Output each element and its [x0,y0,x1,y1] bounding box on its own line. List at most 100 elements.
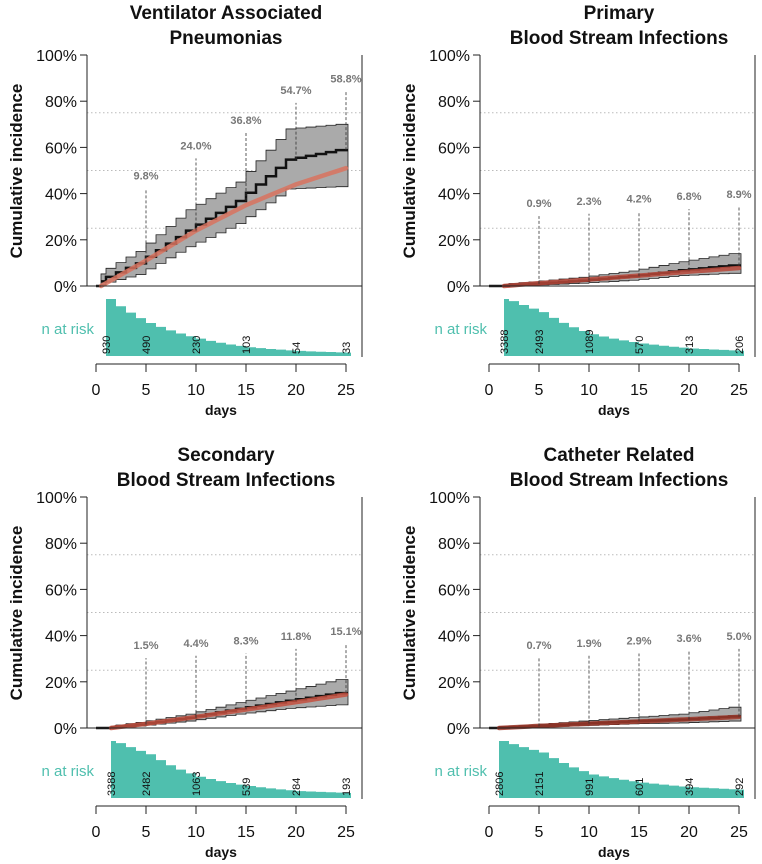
incidence-label: 4.2% [626,193,651,205]
chart-title: Blood Stream Infections [117,470,336,491]
chart-panel: Primary Blood Stream Infections 0% 20% 40% 60… [400,3,756,418]
y-tick-label: 0% [54,279,77,296]
n-at-risk-label: n at risk [41,763,94,780]
y-tick-label: 100% [429,48,470,65]
x-tick-label: 10 [580,382,598,399]
n-at-risk-label: n at risk [434,321,487,338]
y-axis-label: Cumulative incidence [400,84,419,259]
y-tick-label: 80% [438,536,470,553]
y-tick-label: 40% [45,629,77,646]
chart-title: Ventilator Associated [130,3,323,24]
y-axis-label: Cumulative incidence [7,526,26,701]
x-tick-label: 15 [630,824,648,841]
fitted-curve [501,265,742,289]
chart-title: Blood Stream Infections [510,28,729,49]
y-tick-label: 80% [45,536,77,553]
y-tick-label: 40% [438,629,470,646]
y-tick-label: 60% [45,140,77,157]
incidence-label: 0.7% [526,640,551,652]
incidence-label: 5.0% [726,631,751,643]
incidence-label: 0.9% [526,198,551,210]
incidence-label: 24.0% [180,140,211,152]
incidence-label: 15.1% [330,626,361,638]
x-tick-label: 15 [630,382,648,399]
n-at-risk-value: 570 [634,336,646,354]
x-tick-label: 20 [680,382,698,399]
n-at-risk-value: 193 [341,778,353,796]
incidence-label: 2.9% [626,635,651,647]
x-tick-label: 5 [535,382,544,399]
n-at-risk-value: 1063 [191,772,203,796]
risk-histogram [106,299,351,356]
incidence-label: 4.4% [183,638,208,650]
x-tick-label: 10 [187,382,205,399]
y-tick-label: 60% [45,582,77,599]
x-tick-label: 10 [187,824,205,841]
x-tick-label: 5 [142,824,151,841]
incidence-label: 9.8% [133,170,158,182]
n-at-risk-value: 1089 [584,330,596,354]
n-at-risk-value: 991 [584,778,596,796]
y-tick-label: 80% [438,94,470,111]
incidence-label: 3.6% [676,633,701,645]
chart-title: Blood Stream Infections [510,470,729,491]
n-at-risk-value: 230 [191,336,203,354]
n-at-risk-value: 292 [734,778,746,796]
y-tick-label: 0% [447,721,470,738]
incidence-label: 36.8% [230,115,261,127]
y-tick-label: 80% [45,94,77,111]
incidence-label: 11.8% [281,631,312,643]
chart-panel: Ventilator Associated Pneumonias 0% 20% 40% 6… [7,3,363,418]
incidence-label: 8.3% [233,635,258,647]
x-tick-label: 0 [92,382,101,399]
y-tick-label: 100% [36,490,77,507]
y-tick-label: 100% [36,48,77,65]
n-at-risk-value: 2482 [141,772,153,796]
n-at-risk-value: 2806 [494,772,506,796]
y-axis-label: Cumulative incidence [7,84,26,259]
n-at-risk-label: n at risk [41,321,94,338]
n-at-risk-value: 284 [291,778,303,796]
x-tick-label: 20 [287,824,305,841]
n-at-risk-value: 206 [734,336,746,354]
incidence-label: 1.9% [576,638,601,650]
chart-title: Pneumonias [170,28,283,49]
incidence-label: 1.5% [133,640,158,652]
n-at-risk-label: n at risk [434,763,487,780]
n-at-risk-value: 2493 [534,330,546,354]
y-tick-label: 40% [438,187,470,204]
y-tick-label: 20% [45,675,77,692]
y-tick-label: 20% [45,233,77,250]
fitted-curve [98,165,349,289]
incidence-label: 6.8% [676,191,701,203]
x-tick-label: 15 [237,382,255,399]
x-tick-label: 25 [337,824,355,841]
x-tick-label: 15 [237,824,255,841]
n-at-risk-value: 3388 [106,772,118,796]
incidence-label: 8.9% [726,189,751,201]
y-tick-label: 0% [54,721,77,738]
x-tick-label: 0 [485,824,494,841]
y-tick-label: 0% [447,279,470,296]
n-at-risk-value: 3388 [499,330,511,354]
y-tick-label: 60% [438,140,470,157]
incidence-label: 58.8% [330,73,361,85]
x-tick-label: 25 [730,824,748,841]
y-tick-label: 60% [438,582,470,599]
x-tick-label: 5 [142,382,151,399]
y-tick-label: 40% [45,187,77,204]
risk-histogram [499,741,744,798]
n-at-risk-value: 103 [241,336,253,354]
x-axis-label: days [598,402,630,418]
y-tick-label: 20% [438,675,470,692]
risk-histogram [111,741,351,798]
risk-histogram [504,299,744,356]
n-at-risk-value: 313 [684,336,696,354]
x-tick-label: 0 [485,382,494,399]
x-tick-label: 20 [680,824,698,841]
n-at-risk-value: 394 [684,778,696,796]
y-tick-label: 20% [438,233,470,250]
x-tick-label: 20 [287,382,305,399]
y-axis-label: Cumulative incidence [400,526,419,701]
